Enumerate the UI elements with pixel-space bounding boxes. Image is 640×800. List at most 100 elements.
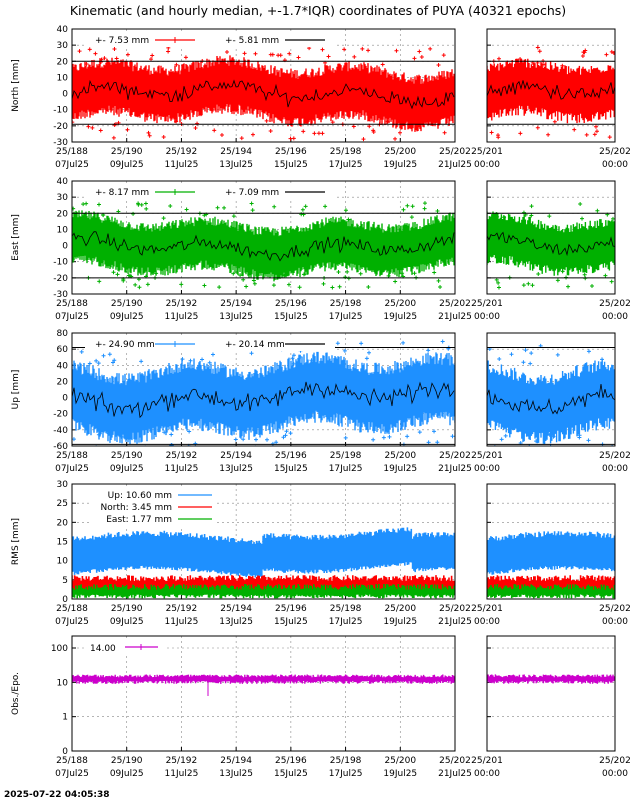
timestamp: 2025-07-22 04:05:38 bbox=[4, 790, 109, 800]
outlier-point bbox=[166, 49, 171, 54]
x-tick-label-date: 13Jul25 bbox=[219, 769, 253, 779]
y-tick-label: 1 bbox=[62, 713, 68, 723]
outlier-point bbox=[321, 281, 326, 286]
x-tick-label-date: 00:00 bbox=[474, 617, 500, 627]
outlier-point bbox=[320, 131, 325, 136]
outlier-point bbox=[450, 434, 455, 439]
outlier-point bbox=[581, 50, 586, 55]
outlier-point bbox=[283, 433, 288, 438]
outlier-point bbox=[239, 136, 244, 141]
y-tick-label: 10 bbox=[57, 73, 69, 83]
outlier-point bbox=[131, 211, 136, 216]
data-points-up bbox=[72, 339, 455, 446]
outlier-point bbox=[584, 132, 589, 137]
x-tick-label-date: 19Jul25 bbox=[383, 312, 417, 322]
outlier-point bbox=[417, 430, 422, 435]
data-points-obs bbox=[72, 674, 455, 696]
x-tick-label-doy: 25/201 bbox=[471, 299, 503, 309]
outlier-point bbox=[150, 53, 155, 58]
outlier-point bbox=[518, 56, 523, 61]
x-tick-label-doy: 25/200 bbox=[384, 756, 416, 766]
outlier-point bbox=[335, 341, 340, 346]
y-tick-label: -60 bbox=[53, 442, 68, 452]
outlier-point bbox=[364, 356, 369, 361]
outlier-point bbox=[207, 360, 212, 365]
y-tick-label: 30 bbox=[57, 41, 69, 51]
outlier-point bbox=[220, 63, 225, 68]
outlier-point bbox=[426, 119, 431, 124]
y-tick-label: 10 bbox=[57, 225, 69, 235]
outlier-point bbox=[577, 433, 582, 438]
x-tick-label-date: 11Jul25 bbox=[165, 312, 199, 322]
y-tick-label: -40 bbox=[53, 426, 68, 436]
outlier-point bbox=[101, 353, 106, 358]
outlier-point bbox=[342, 348, 347, 353]
outlier-point bbox=[303, 204, 308, 209]
outlier-point bbox=[419, 55, 424, 60]
outlier-point bbox=[96, 432, 101, 437]
outlier-point bbox=[326, 54, 331, 59]
x-tick-label-doy: 25/196 bbox=[275, 299, 307, 309]
outlier-point bbox=[346, 276, 351, 281]
outlier-point bbox=[502, 215, 507, 220]
y-tick-label: 10 bbox=[57, 557, 69, 567]
outlier-point bbox=[393, 136, 398, 141]
outlier-point bbox=[495, 133, 500, 138]
outlier-point bbox=[111, 270, 116, 275]
outlier-point bbox=[84, 61, 89, 66]
outlier-point bbox=[210, 352, 215, 357]
outlier-point bbox=[541, 62, 546, 67]
outlier-point bbox=[385, 119, 390, 124]
outlier-point bbox=[595, 208, 600, 213]
outlier-point bbox=[254, 437, 259, 442]
legend-label-north: +- 7.53 mm bbox=[95, 36, 149, 46]
outlier-point bbox=[394, 48, 399, 53]
outlier-point bbox=[555, 278, 560, 283]
outlier-point bbox=[309, 358, 314, 363]
outlier-point bbox=[242, 51, 247, 56]
x-tick-label-date: 09Jul25 bbox=[110, 769, 144, 779]
outlier-point bbox=[359, 341, 364, 346]
outlier-point bbox=[86, 124, 91, 129]
outlier-point bbox=[495, 214, 500, 219]
scatter-band-up bbox=[72, 351, 455, 445]
outlier-point bbox=[527, 429, 532, 434]
outlier-point bbox=[110, 360, 115, 365]
outlier-point bbox=[611, 50, 615, 55]
outlier-point bbox=[81, 202, 86, 207]
outlier-point bbox=[215, 205, 220, 210]
x-tick-label-doy: 25/190 bbox=[111, 756, 143, 766]
median-line-east bbox=[487, 231, 615, 257]
x-tick-label-doy: 25/198 bbox=[330, 299, 362, 309]
outlier-point bbox=[224, 50, 229, 55]
x-tick-label-date: 15Jul25 bbox=[274, 160, 308, 170]
outlier-point bbox=[387, 434, 392, 439]
outlier-point bbox=[609, 279, 614, 284]
outlier-point bbox=[147, 133, 152, 138]
x-tick-label-date: 13Jul25 bbox=[219, 160, 253, 170]
outlier-point bbox=[320, 47, 325, 52]
outlier-point bbox=[410, 204, 415, 209]
x-tick-label-date: 17Jul25 bbox=[329, 160, 363, 170]
x-tick-label-date: 09Jul25 bbox=[110, 464, 144, 474]
outlier-point bbox=[346, 217, 351, 222]
outlier-point bbox=[521, 283, 526, 288]
obs-band bbox=[72, 674, 455, 684]
outlier-point bbox=[395, 119, 400, 124]
outlier-point bbox=[112, 358, 117, 363]
outlier-point bbox=[361, 137, 366, 142]
outlier-point bbox=[578, 201, 583, 206]
y-tick-label: 5 bbox=[62, 576, 68, 586]
panels-group: North [mm]403020100-10-20-3025/18807Jul2… bbox=[11, 25, 631, 779]
x-tick-label-doy: 25/192 bbox=[166, 451, 198, 461]
x-tick-label-date: 11Jul25 bbox=[165, 464, 199, 474]
outlier-point bbox=[94, 358, 99, 363]
outlier-point bbox=[528, 361, 533, 366]
outlier-point bbox=[529, 213, 534, 218]
outlier-point bbox=[412, 271, 417, 276]
outlier-point bbox=[592, 132, 597, 137]
x-tick-label-doy: 25/194 bbox=[220, 604, 252, 614]
outlier-point bbox=[98, 59, 103, 64]
outlier-point bbox=[330, 285, 335, 290]
